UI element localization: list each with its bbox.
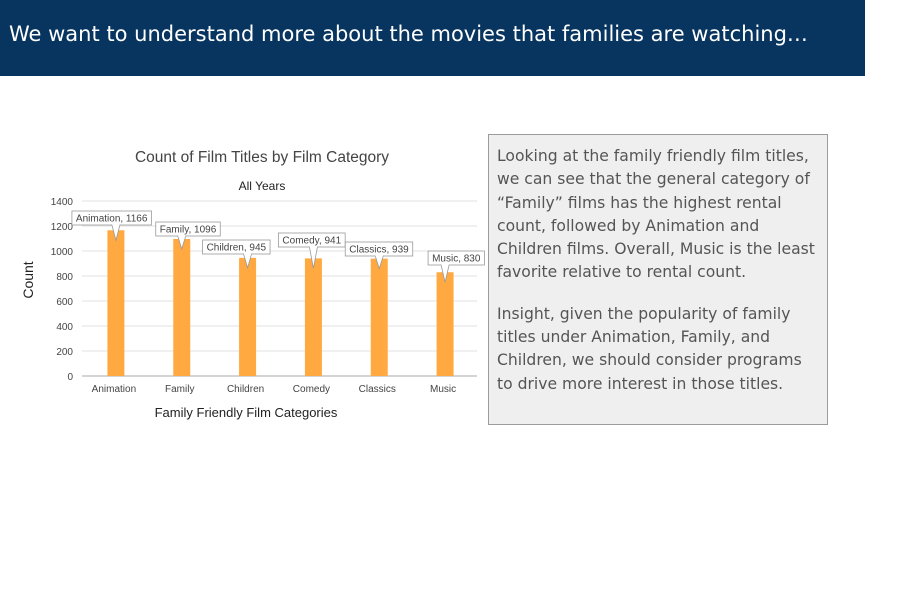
x-axis-label: Family Friendly Film Categories <box>155 405 338 420</box>
y-tick-label: 1400 <box>51 197 74 208</box>
bar-family <box>173 239 191 376</box>
y-tick-label: 1200 <box>51 222 74 233</box>
bar-music <box>436 272 454 376</box>
x-tick-label: Comedy <box>293 384 330 395</box>
chart-subtitle: All Years <box>239 179 286 193</box>
header-banner: We want to understand more about the mov… <box>0 0 865 76</box>
y-tick-label: 400 <box>56 322 73 333</box>
data-label-family: Family, 1096 <box>155 221 221 251</box>
y-tick-label: 1000 <box>51 247 74 258</box>
data-label-text: Classics, 939 <box>349 245 409 256</box>
y-tick-label: 800 <box>56 272 73 283</box>
data-label-comedy: Comedy, 941 <box>278 232 346 269</box>
x-tick-label: Music <box>430 384 456 395</box>
data-label-classics: Classics, 939 <box>344 241 414 270</box>
bar-comedy <box>304 258 322 376</box>
data-label-text: Family, 1096 <box>160 225 217 236</box>
bar-children <box>239 257 257 376</box>
x-tick-label: Animation <box>92 384 136 395</box>
data-label-music: Music, 830 <box>427 250 485 283</box>
data-label-text: Animation, 1166 <box>76 214 148 225</box>
insight-paragraph: Looking at the family friendly film titl… <box>497 147 815 282</box>
insight-paragraph: Insight, given the popularity of family … <box>497 304 802 393</box>
y-axis-label: Count <box>20 261 36 298</box>
data-label-text: Music, 830 <box>432 254 481 265</box>
x-tick-label: Children <box>227 384 264 395</box>
bar-classics <box>370 258 388 376</box>
y-tick-label: 0 <box>67 372 73 383</box>
bar-animation <box>107 230 125 376</box>
y-tick-label: 600 <box>56 297 73 308</box>
data-label-text: Comedy, 941 <box>282 236 341 247</box>
data-label-text: Children, 945 <box>207 243 267 254</box>
data-label-children: Children, 945 <box>202 239 271 270</box>
data-label-animation: Animation, 1166 <box>71 210 152 242</box>
slide-title: We want to understand more about the mov… <box>9 22 808 46</box>
insight-panel: Looking at the family friendly film titl… <box>488 134 828 425</box>
chart-title: Count of Film Titles by Film Category <box>135 149 389 166</box>
x-tick-label: Family <box>165 384 194 395</box>
y-tick-label: 200 <box>56 347 73 358</box>
x-tick-label: Classics <box>359 384 396 395</box>
